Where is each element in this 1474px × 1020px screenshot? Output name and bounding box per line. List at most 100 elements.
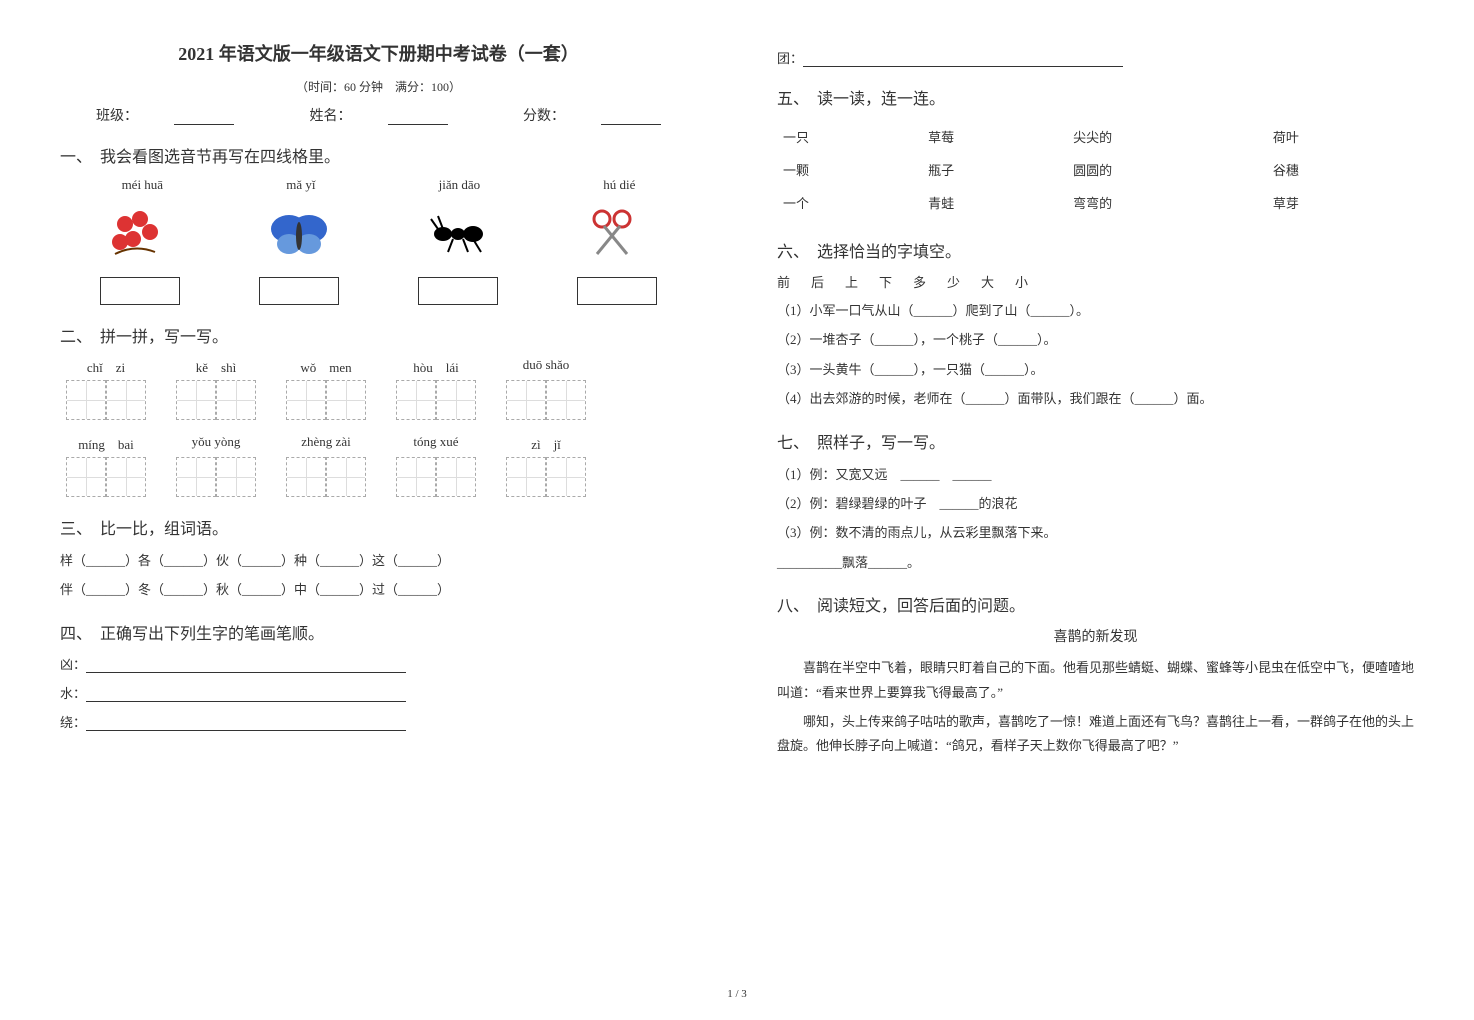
s4-char-2: 绕：: [60, 715, 86, 730]
tian-box[interactable]: [66, 380, 106, 420]
write-box[interactable]: [418, 277, 498, 305]
table-row: 一个 青蛙 弯弯的 草芽: [779, 187, 1412, 218]
s6-q4: （4）出去郊游的时候，老师在（______）面带队，我们跟在（______）面。: [777, 387, 1414, 410]
tian-box[interactable]: [216, 457, 256, 497]
tian-box[interactable]: [506, 380, 546, 420]
s2-r2-0: míng bai: [66, 434, 146, 453]
s2-pinyin-row1: chǐ zi kě shì wǒ men hòu lái duō shǎo: [60, 357, 697, 376]
score-blank[interactable]: [601, 111, 661, 125]
tian-box[interactable]: [106, 457, 146, 497]
write-box[interactable]: [577, 277, 657, 305]
tian-box[interactable]: [396, 457, 436, 497]
cell: 一只: [779, 121, 922, 152]
stroke-blank[interactable]: [86, 659, 406, 673]
butterfly-image: [259, 199, 339, 269]
exam-title: 2021 年语文版一年级语文下册期中考试卷（一套）: [60, 40, 697, 66]
cell: 一个: [779, 187, 922, 218]
stroke-blank[interactable]: [803, 53, 1123, 67]
section-4-heading: 四、 正确写出下列生字的笔画笔顺。: [60, 620, 697, 644]
tian-box[interactable]: [106, 380, 146, 420]
student-info-row: 班级： 姓名： 分数：: [60, 105, 697, 125]
s7-q3b: __________飘落______。: [777, 551, 1414, 574]
s7-q2: （2）例：碧绿碧绿的叶子 ______的浪花: [777, 492, 1414, 515]
tian-box[interactable]: [216, 380, 256, 420]
cell: 尖尖的: [1069, 121, 1267, 152]
section-6-heading: 六、 选择恰当的字填空。: [777, 238, 1414, 262]
section-5-heading: 五、 读一读，连一连。: [777, 85, 1414, 109]
s4-char-1: 水：: [60, 686, 86, 701]
class-label: 班级：: [96, 105, 138, 125]
tian-box[interactable]: [326, 457, 366, 497]
s2-r1-1: kě shì: [176, 357, 256, 376]
s6-q1: （1）小军一口气从山（______）爬到了山（______）。: [777, 299, 1414, 322]
cell: 弯弯的: [1069, 187, 1267, 218]
tian-box[interactable]: [546, 457, 586, 497]
s3-line1: 样（______）各（______）伙（______）种（______）这（__…: [60, 549, 697, 572]
s2-pinyin-row2: míng bai yǒu yòng zhèng zài tóng xué zì …: [60, 434, 697, 453]
cell: 草芽: [1269, 187, 1412, 218]
tian-box[interactable]: [436, 380, 476, 420]
tian-box[interactable]: [66, 457, 106, 497]
write-box[interactable]: [100, 277, 180, 305]
cell: 瓶子: [924, 154, 1067, 185]
stroke-blank[interactable]: [86, 717, 406, 731]
cell: 草莓: [924, 121, 1067, 152]
tian-box[interactable]: [286, 457, 326, 497]
tian-box[interactable]: [176, 380, 216, 420]
right-column: 团： 五、 读一读，连一连。 一只 草莓 尖尖的 荷叶 一颗 瓶子 圆圆的 谷穗…: [777, 40, 1414, 1000]
table-row: 一只 草莓 尖尖的 荷叶: [779, 121, 1412, 152]
write-box[interactable]: [259, 277, 339, 305]
s4-item-2: 绕：: [60, 712, 697, 731]
s2-tian-row1: [60, 380, 697, 420]
name-blank[interactable]: [388, 111, 448, 125]
s2-r2-3: tóng xué: [396, 434, 476, 453]
cell: 荷叶: [1269, 121, 1412, 152]
s7-q3a: （3）例：数不清的雨点儿，从云彩里飘落下来。: [777, 521, 1414, 544]
s7-q1: （1）例：又宽又远 ______ ______: [777, 463, 1414, 486]
class-blank[interactable]: [174, 111, 234, 125]
s2-r1-4: duō shǎo: [506, 357, 586, 376]
s2-r2-2: zhèng zài: [286, 434, 366, 453]
s2-r2-4: zì jǐ: [506, 434, 586, 453]
section-8-heading: 八、 阅读短文，回答后面的问题。: [777, 592, 1414, 616]
stroke-blank[interactable]: [86, 688, 406, 702]
s1-pinyin-1: mǎ yǐ: [286, 177, 315, 193]
s6-q3: （3）一头黄牛（______），一只猫（______）。: [777, 358, 1414, 381]
ant-image: [418, 199, 498, 269]
table-row: 一颗 瓶子 圆圆的 谷穗: [779, 154, 1412, 185]
tian-box[interactable]: [546, 380, 586, 420]
section-7-heading: 七、 照样子，写一写。: [777, 429, 1414, 453]
section-3-heading: 三、 比一比，组词语。: [60, 515, 697, 539]
match-table: 一只 草莓 尖尖的 荷叶 一颗 瓶子 圆圆的 谷穗 一个 青蛙 弯弯的 草芽: [777, 119, 1414, 220]
reading-title: 喜鹊的新发现: [777, 626, 1414, 646]
cell: 谷穗: [1269, 154, 1412, 185]
s2-r1-2: wǒ men: [286, 357, 366, 376]
tian-box[interactable]: [286, 380, 326, 420]
name-label: 姓名：: [310, 105, 352, 125]
cell: 青蛙: [924, 187, 1067, 218]
s1-pinyin-3: hú dié: [603, 177, 635, 193]
cell: 一颗: [779, 154, 922, 185]
s1-image-row: [60, 199, 697, 269]
tian-box[interactable]: [176, 457, 216, 497]
s2-tian-row2: [60, 457, 697, 497]
page-number: 1 / 3: [727, 988, 747, 1000]
s4-item-0: 凶：: [60, 654, 697, 673]
reading-p2: 哪知，头上传来鸽子咕咕的歌声，喜鹊吃了一惊！难道上面还有飞鸟？喜鹊往上一看，一群…: [777, 710, 1414, 759]
s6-options: 前 后 上 下 多 少 大 小: [777, 272, 1414, 291]
s2-r2-1: yǒu yòng: [176, 434, 256, 453]
tian-box[interactable]: [506, 457, 546, 497]
section-1-heading: 一、 我会看图选音节再写在四线格里。: [60, 143, 697, 167]
s3-line2: 伴（______）冬（______）秋（______）中（______）过（__…: [60, 578, 697, 601]
left-column: 2021 年语文版一年级语文下册期中考试卷（一套） （时间：60 分钟 满分：1…: [60, 40, 697, 1000]
section-2-heading: 二、 拼一拼，写一写。: [60, 323, 697, 347]
s1-pinyin-2: jiǎn dāo: [439, 177, 481, 193]
s1-pinyin-0: méi huā: [122, 177, 164, 193]
tian-box[interactable]: [396, 380, 436, 420]
s4-item-1: 水：: [60, 683, 697, 702]
s6-q2: （2）一堆杏子（______），一个桃子（______）。: [777, 328, 1414, 351]
tian-box[interactable]: [436, 457, 476, 497]
s1-write-boxes: [60, 277, 697, 305]
exam-subtitle: （时间：60 分钟 满分：100）: [60, 78, 697, 95]
tian-box[interactable]: [326, 380, 366, 420]
